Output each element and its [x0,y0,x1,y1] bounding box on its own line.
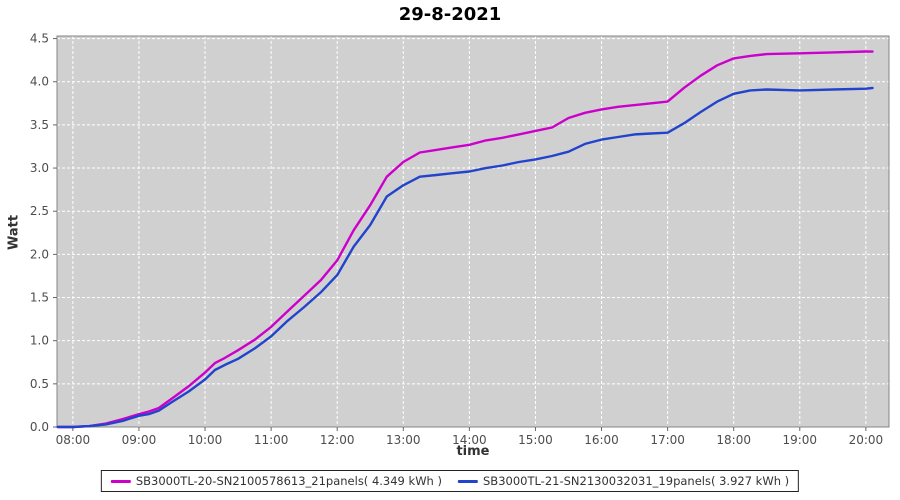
legend: SB3000TL-20-SN2100578613_21panels( 4.349… [100,470,800,492]
y-tick-label: 0.5 [30,377,49,391]
x-tick-label: 08:00 [56,433,91,447]
x-axis-label: time [456,444,490,459]
x-tick-label: 17:00 [650,433,685,447]
y-tick-label: 2.5 [30,204,49,218]
legend-item-inverter-20: SB3000TL-20-SN2100578613_21panels( 4.349… [110,474,442,488]
y-tick-label: 4.5 [30,32,49,46]
x-tick-label: 20:00 [849,433,884,447]
x-tick-label: 09:00 [122,433,157,447]
y-axis-label: Watt [6,214,22,251]
y-tick-label: 3.5 [30,118,49,132]
x-tick-label: 11:00 [254,433,289,447]
y-tick-label: 2.0 [30,247,49,261]
x-tick-label: 10:00 [188,433,223,447]
series-line-1 [56,86,874,429]
x-tick-label: 16:00 [584,433,619,447]
x-tick-label: 19:00 [782,433,817,447]
y-tick-label: 1.0 [30,334,49,348]
x-tick-label: 12:00 [320,433,355,447]
y-tick-label: 0.0 [30,420,49,434]
series-magenta-line-swatch [110,479,131,483]
series-line-0 [56,50,874,429]
y-tick-label: 1.5 [30,291,49,305]
legend-label: SB3000TL-20-SN2100578613_21panels( 4.349… [135,474,442,488]
x-tick-label: 13:00 [386,433,421,447]
y-tick-label: 3.0 [30,161,49,175]
x-tick-label: 15:00 [518,433,553,447]
plot-background [57,36,889,427]
legend-item-inverter-21: SB3000TL-21-SN2130032031_19panels( 3.927… [458,474,789,488]
x-tick-label: 18:00 [716,433,751,447]
x-tick-label: 14:00 [452,433,487,447]
chart-title: 29-8-2021 [398,4,502,25]
legend-label: SB3000TL-21-SN2130032031_19panels( 3.927… [483,474,790,488]
plot-area: 0.0 0.5 1.0 1.5 2.0 2.5 3.0 3.5 4.0 4.5 08:00 09:00… [30,32,890,447]
series-blue-line-swatch [458,479,478,483]
plot-border [56,35,890,428]
y-tick-label: 4.0 [30,75,49,89]
